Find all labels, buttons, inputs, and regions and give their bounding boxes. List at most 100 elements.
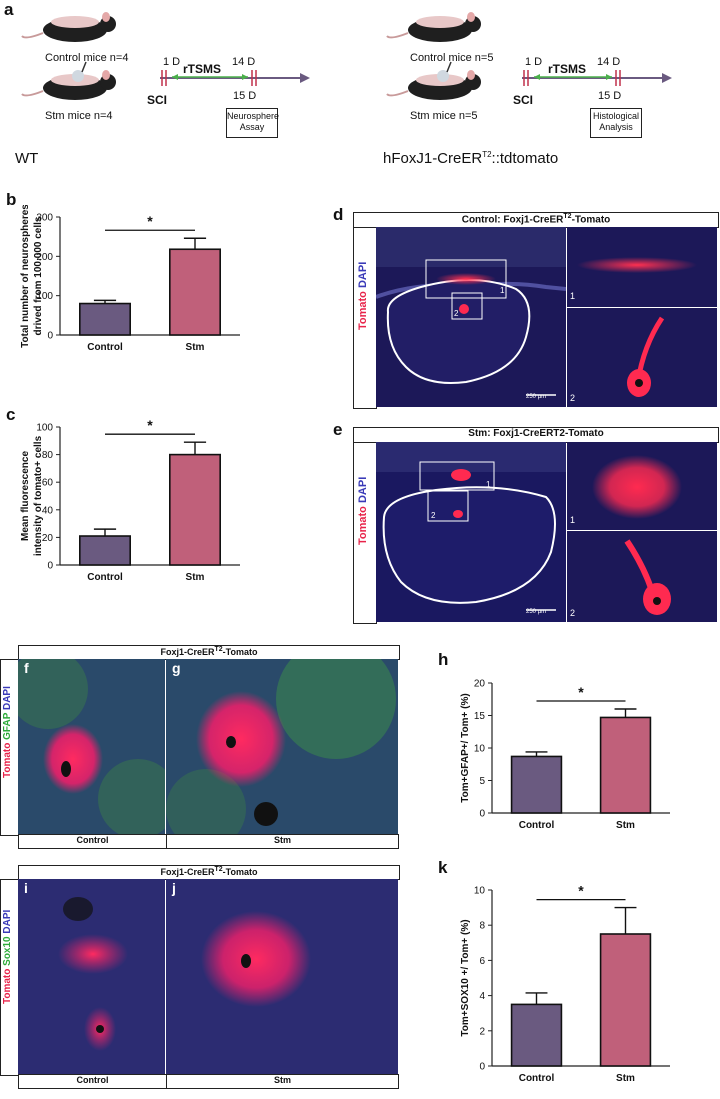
x-tick-label: Stm (616, 820, 635, 831)
panel-ij-title: Foxj1-CreER (160, 867, 215, 877)
y-tick-label: 20 (474, 679, 486, 690)
panel-ij-title-tail: -Tomato (222, 867, 258, 877)
stm-mice-left: Stm mice n=4 (45, 110, 113, 122)
panel-i-image (18, 879, 165, 1074)
significance-marker: * (578, 883, 584, 899)
timeline-right-drawing (386, 12, 672, 100)
y-tick-label: 60 (42, 478, 54, 489)
y-tick-label: 80 (42, 450, 54, 461)
y-axis-label: Mean fluorescence (20, 451, 31, 541)
panel-label-c: c (6, 405, 16, 424)
day1-right: 1 D (525, 56, 543, 68)
y-tick-label: 15 (474, 711, 486, 722)
panel-d-inset-1 (567, 227, 717, 308)
panel-label-d: d (333, 205, 344, 224)
panel-ij-title-sup: T2 (214, 866, 223, 873)
stain-tomato-label: Tomato (357, 506, 369, 545)
day1-left: 1 D (163, 56, 181, 68)
y-tick-label: 0 (479, 1062, 485, 1073)
stain-tomato-label: Tomato (2, 742, 13, 778)
x-tick-label: Control (519, 1073, 555, 1084)
chart-b: 0 100 200 300 Total number of neurospheres dr… (20, 205, 240, 353)
y-tick-label: 5 (479, 776, 485, 787)
y-tick-label: 0 (47, 561, 53, 572)
assay-box-right: Histological Analysis (590, 108, 642, 138)
control-mice-left: Control mice n=4 (45, 52, 129, 64)
panel-label-f: f (24, 660, 29, 676)
x-tick-label: Stm (186, 342, 205, 353)
panel-label-k: k (438, 858, 448, 877)
panel-label-i: i (24, 880, 28, 896)
panel-fg-title-tail: -Tomato (222, 647, 258, 657)
timeline-right (360, 0, 720, 170)
strain-right: hFoxJ1-CreERT2::tdtomato (383, 150, 558, 167)
significance-marker: * (147, 213, 153, 229)
inset-1-d: 1 (570, 291, 576, 301)
bar (169, 248, 222, 336)
panel-e-header: Stm: Foxj1-CreERT2-Tomato (353, 427, 719, 443)
inset-2-e: 2 (570, 608, 576, 618)
panel-label-e: e (333, 420, 343, 439)
inset-2-label-d: 2 (454, 309, 459, 318)
inset-1-label-e: 1 (486, 480, 491, 489)
panel-label-h: h (438, 650, 449, 669)
strain-right-main: hFoxJ1-CreER (383, 150, 483, 167)
panel-label-j: j (172, 880, 176, 896)
x-tick-label: Control (519, 820, 555, 831)
panel-label-a: a (4, 0, 14, 19)
timeline-left (0, 0, 360, 170)
strain-left: WT (15, 150, 39, 167)
y-tick-label: 6 (479, 956, 485, 967)
bar (510, 1003, 563, 1067)
inset-2-d: 2 (570, 393, 576, 403)
scale-bar-d: 250 µm (526, 394, 547, 400)
assay-box-left: Neurosphere Assay (226, 108, 279, 138)
stain-tomato-label: Tomato (357, 291, 369, 330)
chart-c: 0 20 40 60 80 100 Mean fluorescence intensity o… (20, 417, 240, 583)
bar (79, 535, 132, 566)
panel-ij-header: Foxj1-CreERT2-Tomato (18, 865, 400, 880)
panel-d-main-image: 1 2 (376, 227, 566, 407)
chart-k: 0 2 4 6 8 10 Tom+SOX10 +/ Tom+ (%) Control Stm * (460, 883, 670, 1084)
panel-d-header: Control: Foxj1-CreERT2-Tomato (353, 212, 719, 228)
stain-dapi-label: DAPI (357, 476, 369, 504)
y-tick-label: 4 (479, 991, 485, 1002)
significance-marker: * (147, 417, 153, 433)
timeline-left-drawing (21, 12, 310, 100)
panel-j-footer: Stm (166, 1074, 399, 1089)
scale-bar-e: 250 µm (526, 609, 547, 615)
mouse-icon (21, 12, 116, 42)
panel-label-g: g (172, 660, 181, 676)
y-axis-label: drived from 100.000 cells (33, 216, 44, 335)
y-tick-label: 300 (36, 213, 53, 224)
bar (169, 453, 222, 566)
y-tick-label: 100 (36, 423, 53, 434)
y-tick-label: 10 (474, 886, 486, 897)
bar (599, 716, 652, 814)
mouse-icon (386, 12, 481, 42)
panel-f-image (18, 659, 165, 834)
treatment-left: rTSMS (183, 62, 222, 76)
y-axis-label: Tom+SOX10 +/ Tom+ (%) (460, 919, 471, 1036)
bar (79, 302, 132, 336)
y-axis-label: Tom+GFAP+/ Tom+ (%) (460, 693, 471, 802)
inset-2-label-e: 2 (431, 511, 436, 520)
day14-left: 14 D (232, 56, 256, 68)
panel-fg-title-sup: T2 (214, 646, 223, 653)
y-tick-label: 40 (42, 505, 54, 516)
panel-j-image (166, 879, 398, 1074)
y-tick-label: 2 (479, 1026, 485, 1037)
significance-marker: * (578, 684, 584, 700)
stain-dapi-label: DAPI (357, 261, 369, 289)
stain-gfap-label: GFAP (2, 712, 13, 740)
treatment-right: rTSMS (548, 62, 587, 76)
panel-f-footer: Control (18, 834, 167, 849)
panel-d-title-tail: -Tomato (571, 214, 611, 226)
panel-fg-header: Foxj1-CreERT2-Tomato (18, 645, 400, 660)
stain-dapi-label: DAPI (2, 686, 13, 711)
stm-mice-right: Stm mice n=5 (410, 110, 478, 122)
strain-right-sup: T2 (482, 150, 492, 159)
strain-right-tail: ::tdtomato (491, 150, 559, 167)
x-tick-label: Stm (186, 572, 205, 583)
panel-e-inset-2 (567, 531, 717, 622)
